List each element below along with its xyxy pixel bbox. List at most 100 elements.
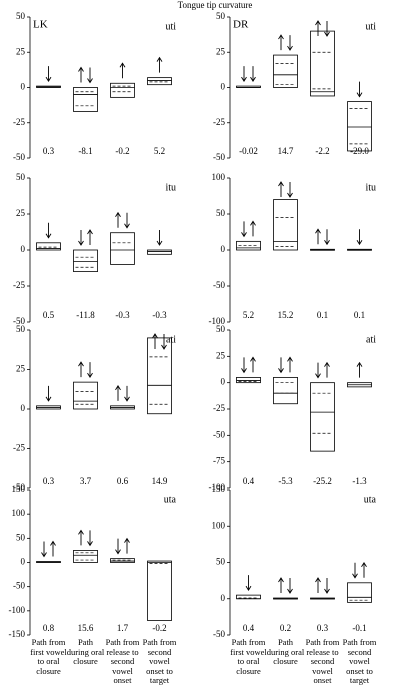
y-tick-label: -75 xyxy=(213,456,225,466)
mean-label: 0.2 xyxy=(280,623,291,633)
range-box xyxy=(273,199,298,251)
arrow-head xyxy=(45,396,52,402)
y-tick-label: 50 xyxy=(216,557,226,567)
arrow-head xyxy=(87,372,93,378)
arrow-head xyxy=(356,361,363,367)
mean-label: -25.2 xyxy=(313,476,332,486)
mean-label: 0.6 xyxy=(117,476,129,486)
range-box xyxy=(147,337,172,415)
range-box xyxy=(236,240,261,251)
panel-label: uti xyxy=(365,21,376,32)
y-tick-label: -100 xyxy=(209,482,226,492)
mean-label: 15.2 xyxy=(278,310,294,320)
y-tick-label: -25 xyxy=(13,280,25,290)
panel-label: itu xyxy=(365,182,376,193)
arrow-head xyxy=(156,240,163,246)
arrow-head xyxy=(87,541,93,547)
category-label: Path from first vowel to oral closure xyxy=(30,637,67,676)
mean-label: 1.7 xyxy=(117,623,129,633)
panel-label: ati xyxy=(366,334,376,345)
y-tick-label: -100 xyxy=(9,605,26,615)
y-tick-label: -50 xyxy=(213,280,225,290)
arrow-head xyxy=(152,333,158,339)
arrow-head xyxy=(250,356,256,362)
y-tick-label: 0 xyxy=(21,403,26,413)
y-tick-label: -50 xyxy=(213,429,225,439)
arrow-head xyxy=(278,368,284,374)
arrow-head xyxy=(356,92,363,98)
mean-label: 0.1 xyxy=(354,310,365,320)
mean-label: -2.2 xyxy=(315,146,329,156)
arrow-head xyxy=(278,181,284,187)
mean-label: 0.3 xyxy=(43,146,55,156)
mean-label: -8.1 xyxy=(78,146,92,156)
arrow-head xyxy=(361,561,367,568)
arrow-head xyxy=(45,76,52,82)
arrow-head xyxy=(315,577,321,583)
category-label: Path during oral closure xyxy=(66,637,105,666)
y-tick-label: -50 xyxy=(13,482,25,492)
arrow-head xyxy=(315,373,321,379)
arrow-head xyxy=(352,573,358,579)
range-box xyxy=(147,77,172,86)
range-box xyxy=(73,381,98,410)
range-box xyxy=(73,249,98,273)
arrow-head xyxy=(250,76,256,82)
arrow-head xyxy=(115,384,121,391)
y-tick-label: 0 xyxy=(221,377,226,387)
y-tick-label: 0 xyxy=(21,557,26,567)
mean-label: -0.2 xyxy=(152,623,166,633)
range-box xyxy=(147,249,172,255)
y-tick-label: 0 xyxy=(21,244,26,254)
range-box xyxy=(110,232,135,265)
panel-label: uta xyxy=(364,494,377,505)
arrow-head xyxy=(241,232,247,238)
range-box xyxy=(73,87,98,112)
y-tick-label: -50 xyxy=(13,316,25,326)
category-label: Path from first vowel to oral closure xyxy=(230,637,267,676)
range-box xyxy=(347,101,372,152)
mean-label: 15.6 xyxy=(78,623,94,633)
arrow-head xyxy=(241,368,247,374)
arrow-head xyxy=(241,76,247,82)
range-box xyxy=(236,376,261,384)
mean-label: -0.3 xyxy=(152,310,167,320)
y-tick-label: 0 xyxy=(221,593,226,603)
mean-label: 14.9 xyxy=(152,476,168,486)
mean-label: -0.02 xyxy=(239,146,258,156)
mean-label: -0.3 xyxy=(115,310,130,320)
mean-label: 0.4 xyxy=(243,476,255,486)
y-tick-label: 150 xyxy=(212,484,226,494)
panel-label: uti xyxy=(165,21,176,32)
panel-label: uta xyxy=(164,494,177,505)
mean-label: -5.3 xyxy=(278,476,293,486)
arrow-head xyxy=(245,585,252,591)
y-tick-label: 0 xyxy=(221,82,226,92)
y-tick-label: -25 xyxy=(13,117,25,127)
mean-label: 14.7 xyxy=(278,146,294,156)
y-tick-label: 50 xyxy=(16,532,26,542)
mean-label: 5.2 xyxy=(243,310,254,320)
range-box xyxy=(36,242,61,251)
mean-label: -0.1 xyxy=(352,623,366,633)
mean-label: -29.0 xyxy=(350,146,369,156)
y-tick-label: -100 xyxy=(209,316,226,326)
range-box xyxy=(147,560,172,621)
y-tick-label: 100 xyxy=(12,508,26,518)
y-tick-label: 25 xyxy=(16,46,26,56)
y-tick-label: -50 xyxy=(13,581,25,591)
y-tick-label: 100 xyxy=(212,520,226,530)
y-tick-label: 25 xyxy=(216,350,226,360)
arrow-head xyxy=(124,537,130,543)
range-box xyxy=(310,382,335,452)
arrow-head xyxy=(324,31,330,37)
arrow-head xyxy=(87,78,93,84)
y-tick-label: 50 xyxy=(16,324,26,334)
mean-label: -1.3 xyxy=(352,476,367,486)
arrow-head xyxy=(324,240,330,246)
arrow-head xyxy=(115,549,121,555)
mean-label: -11.8 xyxy=(76,310,95,320)
arrow-head xyxy=(287,192,293,198)
speaker-label: DR xyxy=(233,19,249,31)
